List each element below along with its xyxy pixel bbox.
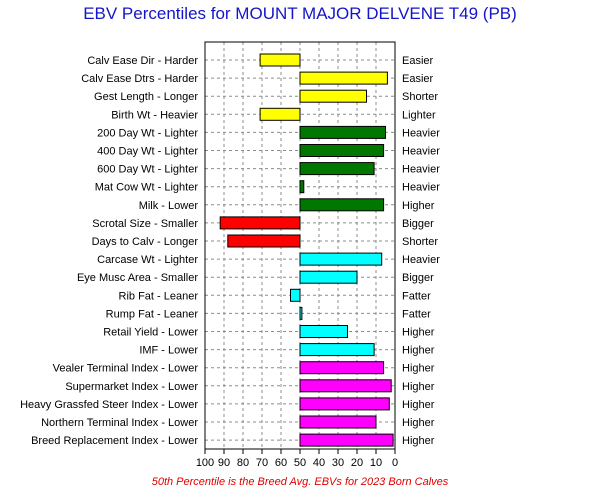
x-tick-label: 10 [370, 457, 382, 469]
row-label-left: Retail Yield - Lower [103, 327, 198, 339]
row-label-left: Mat Cow Wt - Lighter [95, 182, 199, 194]
row-label-left: Birth Wt - Heavier [111, 109, 198, 121]
row-label-right: Easier [402, 55, 434, 67]
row-label-left: Carcase Wt - Lighter [97, 254, 198, 266]
row-label-right: Higher [402, 327, 435, 339]
bar-21 [299, 415, 377, 429]
row-label-left: Northern Terminal Index - Lower [41, 417, 198, 429]
bar-17 [299, 343, 375, 357]
row-label-right: Higher [402, 345, 435, 357]
row-label-left: 200 Day Wt - Lighter [97, 127, 198, 139]
bar-5 [299, 125, 386, 139]
row-label-right: Fatter [402, 290, 431, 302]
bar-12 [299, 252, 383, 266]
x-tick-label: 100 [196, 457, 214, 469]
bar-13 [299, 270, 358, 284]
row-label-right: Higher [402, 381, 435, 393]
row-label-right: Higher [402, 417, 435, 429]
bar-16 [299, 325, 348, 338]
x-axis-ticks: 100 90 80 70 60 50 40 30 20 10 0 [196, 449, 398, 469]
row-label-right: Shorter [402, 91, 438, 103]
row-label-right: Bigger [402, 218, 434, 230]
row-label-left: Rib Fat - Leaner [119, 290, 199, 302]
x-tick-label: 70 [256, 457, 268, 469]
row-label-left: 600 Day Wt - Lighter [97, 164, 198, 176]
row-label-left: Days to Calv - Longer [92, 236, 199, 248]
row-label-right: Heavier [402, 164, 440, 176]
row-label-right: Shorter [402, 236, 438, 248]
row-label-right: Easier [402, 73, 434, 85]
x-tick-label: 40 [313, 457, 325, 469]
row-label-left: IMF - Lower [139, 345, 198, 357]
x-tick-label: 0 [392, 457, 398, 469]
row-label-left: Scrotal Size - Smaller [92, 218, 198, 230]
row-label-left: Eye Musc Area - Smaller [77, 272, 198, 284]
row-label-right: Heavier [402, 182, 440, 194]
bar-22 [299, 433, 394, 447]
bar-3 [299, 89, 367, 103]
row-label-right: Bigger [402, 272, 434, 284]
row-label-left: Gest Length - Longer [94, 91, 198, 103]
row-label-left: Supermarket Index - Lower [65, 381, 198, 393]
bar-6 [299, 144, 385, 157]
bar-2 [299, 71, 388, 85]
x-tick-label: 60 [275, 457, 287, 469]
bar-19 [299, 379, 392, 393]
row-label-right: Heavier [402, 254, 440, 266]
bar-4 [259, 107, 301, 121]
row-label-right: Higher [402, 399, 435, 411]
row-label-right: Heavier [402, 146, 440, 158]
bar-20 [299, 397, 390, 411]
bars [219, 53, 394, 447]
row-label-right: Lighter [402, 109, 436, 121]
row-label-left: 400 Day Wt - Lighter [97, 146, 198, 158]
row-label-right: Higher [402, 435, 435, 447]
row-label-left: Rump Fat - Leaner [106, 308, 199, 320]
x-tick-label: 20 [351, 457, 363, 469]
row-label-left: Breed Replacement Index - Lower [31, 435, 198, 447]
chart-title: EBV Percentiles for MOUNT MAJOR DELVENE … [83, 4, 517, 23]
row-label-right: Heavier [402, 127, 440, 139]
row-label-left: Calv Ease Dir - Harder [87, 55, 198, 67]
x-tick-label: 50 [294, 457, 306, 469]
row-label-left: Vealer Terminal Index - Lower [53, 363, 199, 375]
bar-1 [259, 53, 301, 67]
bar-10 [219, 216, 301, 230]
bar-11 [227, 234, 301, 248]
bar-14 [290, 288, 301, 302]
row-labels: Calv Ease Dir - Harder Easier Calv Ease Dt… [20, 55, 440, 447]
row-label-right: Higher [402, 200, 435, 212]
x-tick-label: 80 [237, 457, 249, 469]
row-label-left: Heavy Grassfed Steer Index - Lower [20, 399, 198, 411]
bar-9 [299, 198, 385, 212]
bar-15 [299, 306, 303, 320]
bar-7 [299, 162, 375, 176]
x-tick-label: 90 [218, 457, 230, 469]
bar-8 [299, 180, 305, 194]
row-label-left: Milk - Lower [139, 200, 199, 212]
bar-18 [299, 361, 385, 375]
chart-footnote: 50th Percentile is the Breed Avg. EBVs f… [151, 476, 449, 488]
row-label-left: Calv Ease Dtrs - Harder [81, 73, 198, 85]
row-label-right: Higher [402, 363, 435, 375]
x-tick-label: 30 [332, 457, 344, 469]
row-label-right: Fatter [402, 308, 431, 320]
